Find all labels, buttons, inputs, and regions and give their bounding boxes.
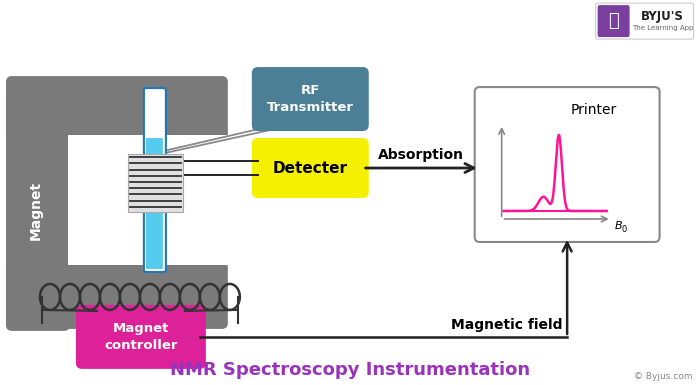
Text: RF
Transmitter: RF Transmitter	[267, 84, 354, 114]
Text: Detecter: Detecter	[273, 161, 348, 176]
FancyBboxPatch shape	[598, 5, 629, 37]
FancyBboxPatch shape	[144, 88, 166, 272]
FancyBboxPatch shape	[76, 305, 206, 369]
Text: 0: 0	[622, 225, 627, 234]
Text: Ⓑ: Ⓑ	[608, 12, 619, 30]
Text: BYJU'S: BYJU'S	[641, 10, 684, 23]
FancyBboxPatch shape	[6, 262, 228, 329]
Text: Printer: Printer	[570, 103, 617, 117]
FancyBboxPatch shape	[6, 91, 70, 331]
Text: © Byjus.com: © Byjus.com	[634, 372, 692, 381]
Text: Magnet: Magnet	[29, 181, 43, 239]
Text: B: B	[615, 221, 622, 231]
Text: Magnet
controller: Magnet controller	[104, 322, 178, 352]
FancyBboxPatch shape	[475, 87, 659, 242]
FancyBboxPatch shape	[6, 76, 228, 143]
Bar	[68, 135, 228, 265]
Text: Absorption: Absorption	[378, 148, 464, 162]
FancyBboxPatch shape	[596, 3, 694, 39]
Text: Magnetic field: Magnetic field	[452, 318, 563, 332]
FancyBboxPatch shape	[252, 138, 369, 198]
Bar	[128, 154, 183, 212]
Text: The Learning App: The Learning App	[632, 25, 693, 31]
FancyBboxPatch shape	[252, 67, 369, 131]
FancyBboxPatch shape	[146, 138, 163, 269]
Text: NMR Spectroscopy Instrumentation: NMR Spectroscopy Instrumentation	[169, 361, 530, 379]
